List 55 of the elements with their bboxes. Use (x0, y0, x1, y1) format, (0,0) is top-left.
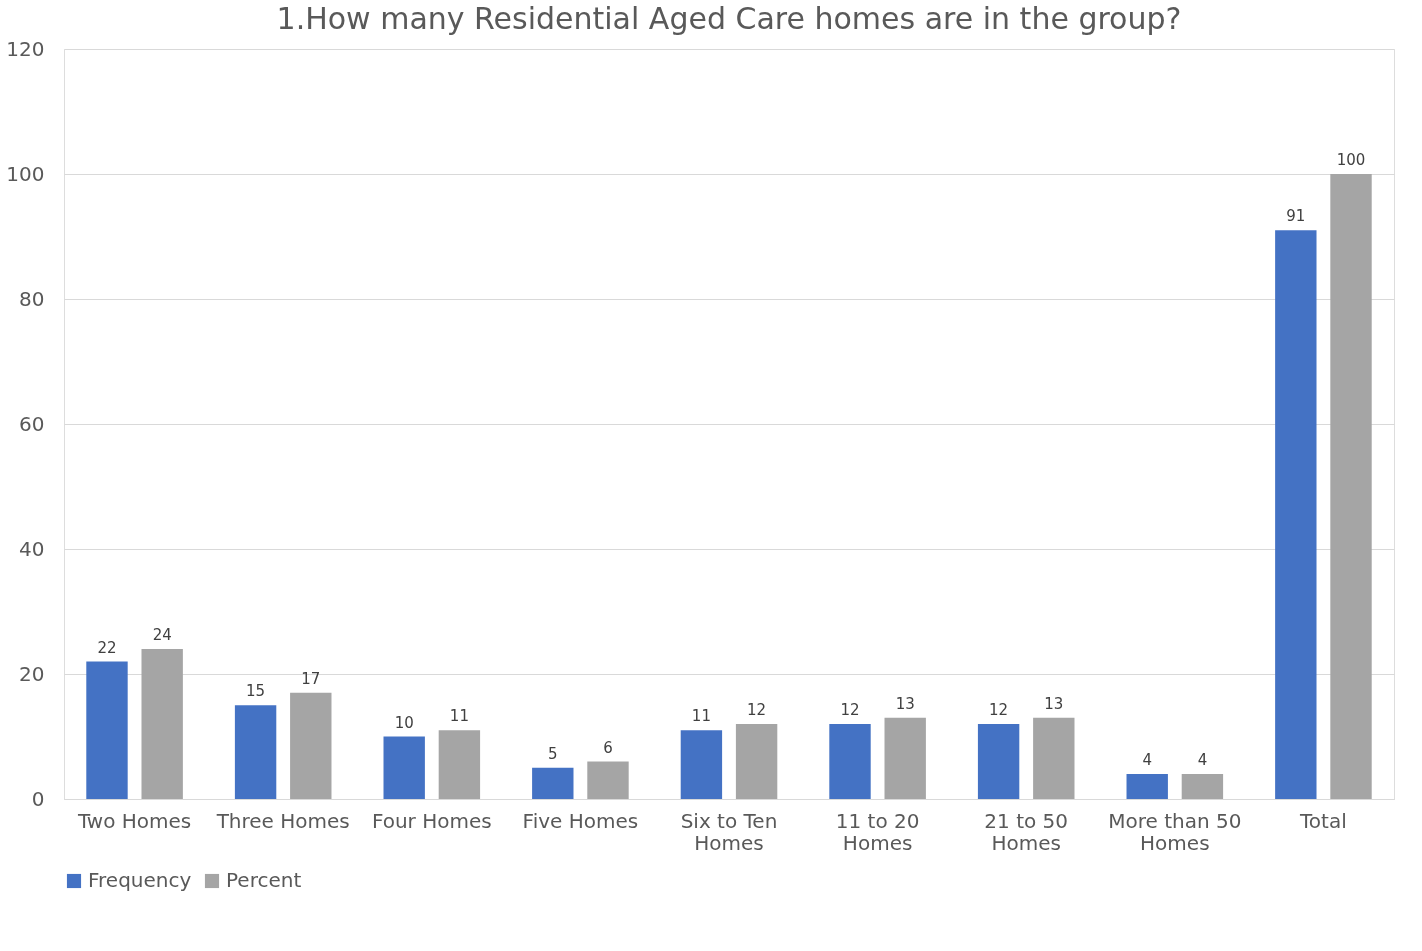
data-label: 12 (840, 701, 860, 719)
y-tick-label: 120 (6, 36, 45, 61)
x-tick-label: 11 to 20 Homes (835, 808, 920, 855)
y-tick-label: 60 (19, 411, 45, 436)
bar (1181, 774, 1224, 799)
bar (1275, 230, 1317, 799)
bar (532, 767, 574, 799)
x-tick-label: Four Homes (371, 808, 492, 833)
bar (141, 649, 183, 799)
bar (977, 724, 1020, 799)
data-label: 4 (1197, 751, 1208, 769)
data-label: 22 (97, 638, 117, 657)
bar (829, 724, 871, 799)
data-label: 91 (1286, 207, 1306, 226)
data-label: 4 (1142, 751, 1152, 769)
data-label: 12 (989, 701, 1009, 719)
data-label: 12 (747, 701, 767, 719)
legend-label: Percent (226, 868, 302, 892)
data-label: 5 (548, 744, 558, 763)
bar (1033, 717, 1075, 799)
x-tick-label: Five Homes (522, 808, 639, 833)
y-tick-label: 40 (19, 536, 45, 561)
bar (438, 730, 481, 799)
data-label: 10 (394, 713, 414, 732)
data-label: 11 (691, 707, 711, 726)
data-label: 6 (603, 738, 613, 757)
bar (1126, 774, 1168, 799)
bar (383, 736, 425, 799)
bar (1330, 174, 1372, 799)
data-label: 13 (895, 694, 915, 713)
y-tick-label: 20 (19, 661, 45, 686)
bar (884, 717, 926, 799)
chart-title: 1.How many Residential Aged Care homes are in the group? (276, 1, 1182, 36)
data-label: 11 (449, 707, 469, 726)
data-label: 24 (152, 626, 172, 644)
data-label: 15 (246, 682, 266, 701)
y-tick-label: 100 (6, 161, 45, 186)
x-tick-label: Three Homes (215, 808, 350, 833)
data-label: 100 (1336, 151, 1366, 169)
legend-label: Frequency (88, 868, 192, 892)
bar (735, 724, 778, 799)
bar (234, 705, 277, 799)
bar (587, 761, 629, 799)
x-tick-label: Total (1299, 808, 1347, 833)
x-tick-label: 21 to 50 Homes (984, 808, 1069, 855)
data-label: 13 (1044, 694, 1064, 713)
y-tick-label: 0 (31, 786, 45, 811)
bar (290, 692, 332, 799)
data-label: 17 (301, 669, 321, 688)
bar (680, 730, 723, 799)
x-tick-label: Six to Ten Homes (680, 808, 778, 855)
x-tick-label: More than 50 Homes (1108, 808, 1242, 855)
x-tick-label: Two Homes (76, 808, 192, 833)
bar (86, 661, 128, 799)
y-tick-label: 80 (19, 286, 45, 311)
